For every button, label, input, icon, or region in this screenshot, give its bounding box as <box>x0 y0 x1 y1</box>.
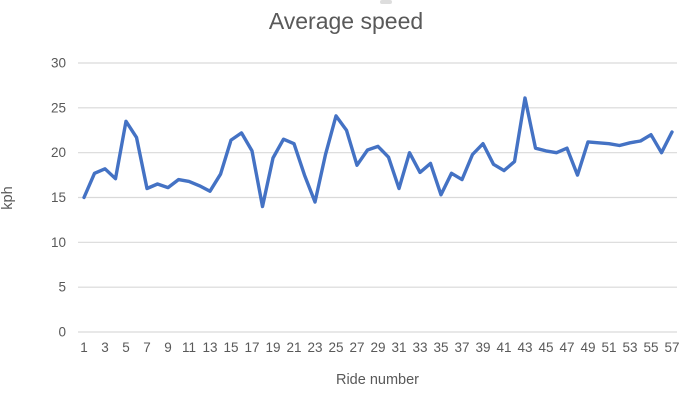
x-tick-label: 11 <box>182 340 196 355</box>
y-tick-label: 10 <box>51 235 66 250</box>
y-tick-label: 0 <box>58 325 66 340</box>
y-tick-label: 15 <box>51 190 66 205</box>
x-tick-label: 23 <box>307 340 322 355</box>
y-tick-label: 30 <box>51 56 66 71</box>
x-tick-label: 51 <box>601 340 616 355</box>
x-tick-label: 9 <box>164 340 172 355</box>
y-tick-label: 25 <box>51 100 66 115</box>
x-tick-label: 21 <box>286 340 301 355</box>
x-tick-label: 45 <box>538 340 553 355</box>
y-axis-title: kph <box>0 186 16 210</box>
x-tick-label: 33 <box>412 340 427 355</box>
x-tick-label: 47 <box>559 340 574 355</box>
x-tick-label: 57 <box>664 340 679 355</box>
x-tick-label: 55 <box>643 340 658 355</box>
x-tick-label: 31 <box>391 340 406 355</box>
x-tick-label: 39 <box>475 340 490 355</box>
x-tick-label: 17 <box>244 340 259 355</box>
cropped-edge-artifact <box>380 0 392 4</box>
x-tick-label: 7 <box>143 340 151 355</box>
x-tick-label: 35 <box>433 340 448 355</box>
x-tick-label: 29 <box>370 340 385 355</box>
x-tick-label: 1 <box>80 340 88 355</box>
x-tick-label: 53 <box>622 340 637 355</box>
x-tick-label: 15 <box>223 340 238 355</box>
y-tick-label: 5 <box>58 280 66 295</box>
x-tick-label: 43 <box>517 340 532 355</box>
x-tick-label: 3 <box>101 340 109 355</box>
x-tick-label: 41 <box>496 340 511 355</box>
x-tick-label: 19 <box>265 340 280 355</box>
x-tick-label: 13 <box>202 340 217 355</box>
x-tick-label: 37 <box>454 340 469 355</box>
x-tick-label: 25 <box>328 340 343 355</box>
y-tick-label: 20 <box>51 145 66 160</box>
data-line-series <box>82 96 674 209</box>
x-axis-title: Ride number <box>335 372 419 388</box>
x-tick-label: 27 <box>349 340 364 355</box>
x-tick-label: 49 <box>580 340 595 355</box>
chart-title: Average speed <box>268 8 424 34</box>
x-tick-label: 5 <box>122 340 130 355</box>
